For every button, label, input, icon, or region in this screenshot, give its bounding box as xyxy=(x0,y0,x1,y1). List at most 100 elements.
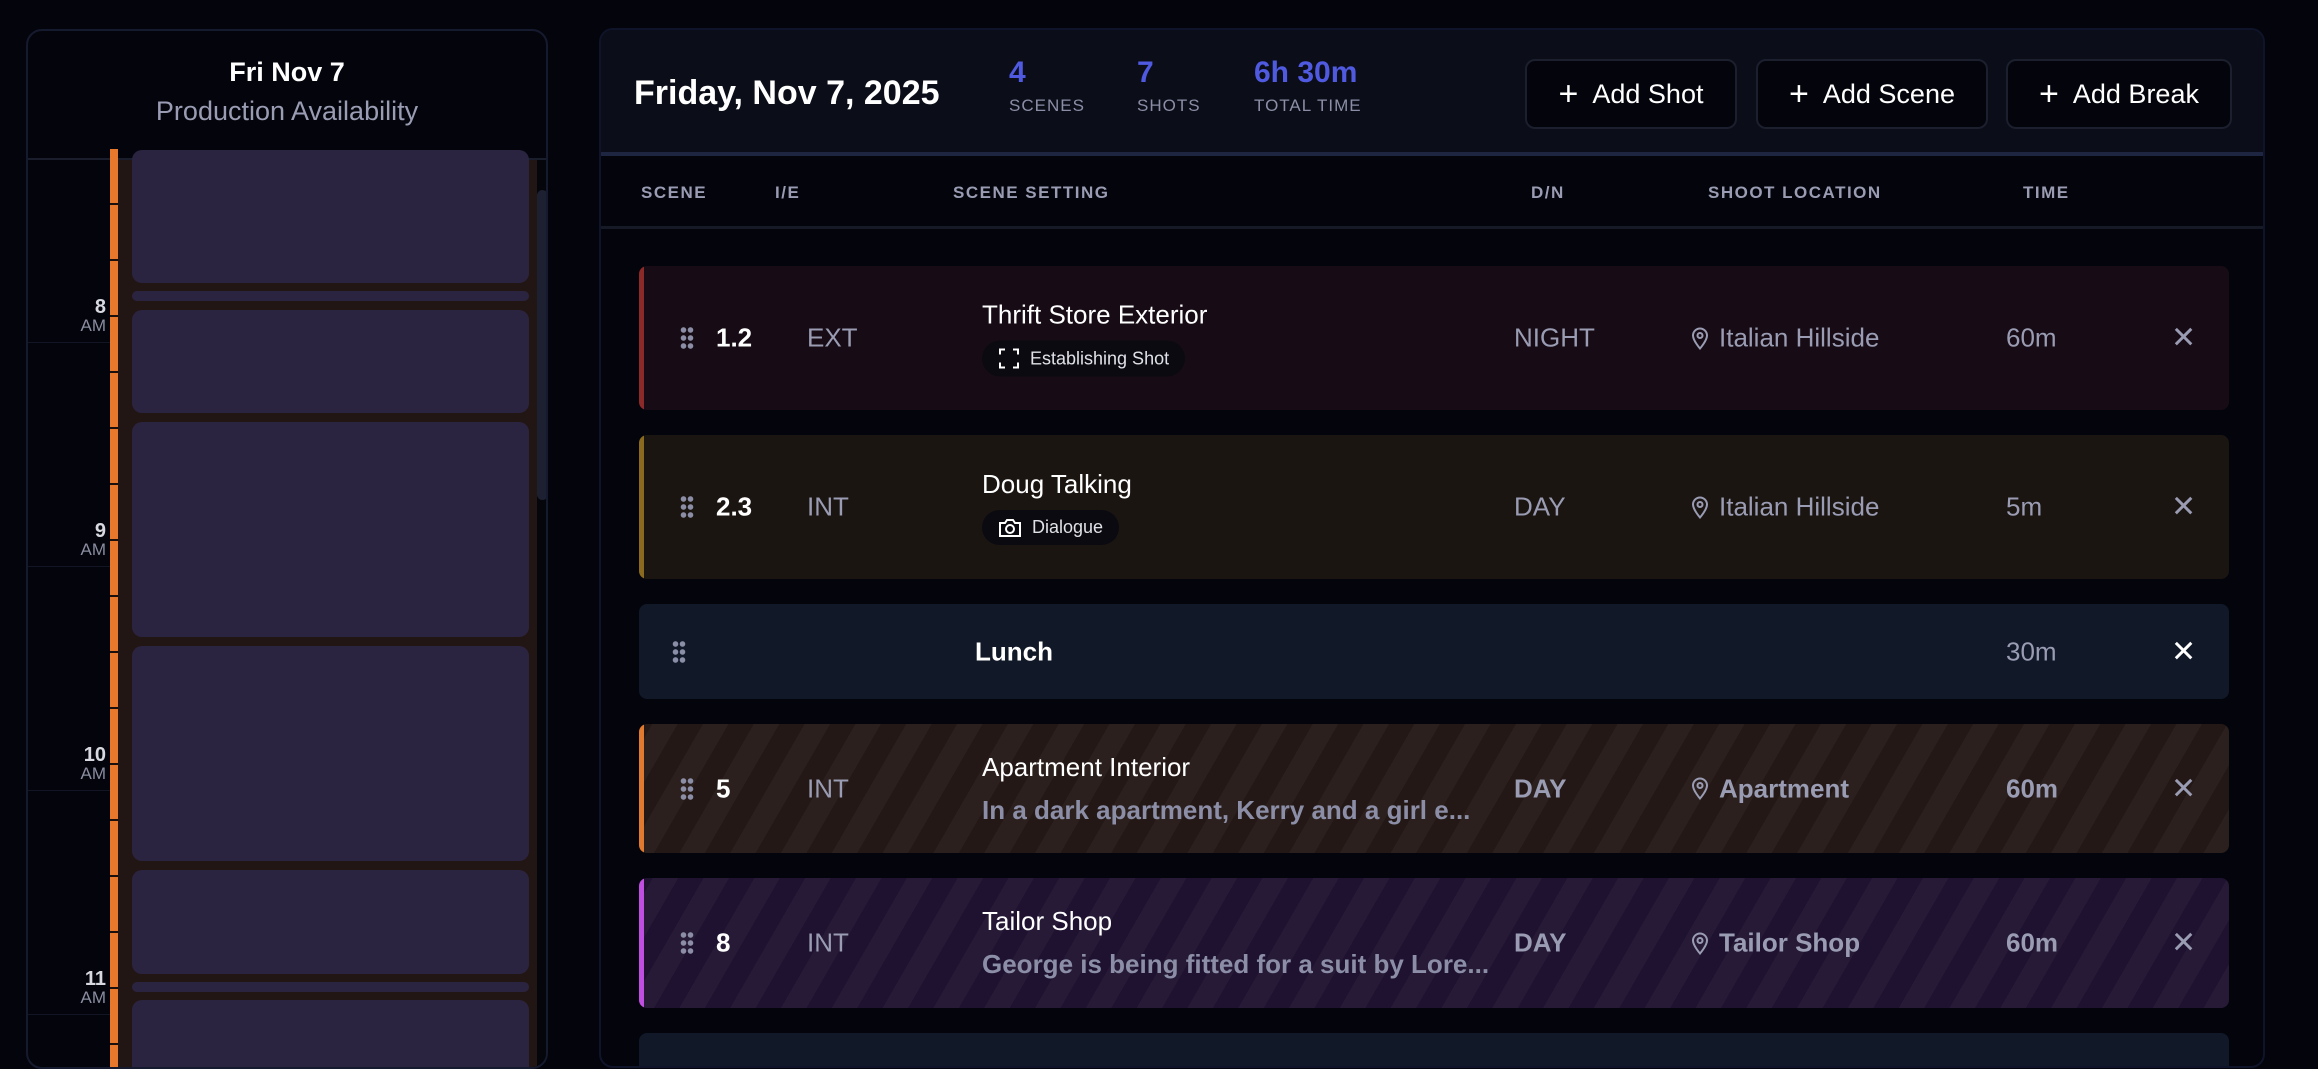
col-time: TIME xyxy=(2023,183,2070,202)
scene-title: Tailor Shop xyxy=(982,906,1113,936)
col-dn: D/N xyxy=(1531,183,1565,202)
remove-icon[interactable]: ✕ xyxy=(2171,926,2197,960)
hour-label: 8 AM xyxy=(28,297,108,334)
remove-icon[interactable]: ✕ xyxy=(2171,490,2197,524)
scene-setting: Apartment Interior In a dark apartment, K… xyxy=(982,752,1470,826)
schedule-block[interactable] xyxy=(132,646,529,861)
scene-color-bar xyxy=(639,724,644,853)
day-night: DAY xyxy=(1514,491,1566,522)
hour: 10 xyxy=(83,744,106,766)
location-pin-icon xyxy=(1691,777,1709,801)
hour-divider xyxy=(28,566,110,567)
scene-row[interactable]: 8 INT Tailor Shop George is being fitted … xyxy=(639,878,2229,1008)
stat-value: 4 xyxy=(1009,56,1026,89)
hour-divider xyxy=(28,790,110,791)
hour: 9 xyxy=(94,520,106,542)
hour-label: 10 AM xyxy=(28,745,108,782)
scene-row[interactable]: 5 INT Apartment Interior In a dark apartm… xyxy=(639,724,2229,853)
shoot-location: Apartment xyxy=(1691,773,1849,804)
day-night: DAY xyxy=(1514,927,1567,958)
scene-setting: Tailor Shop George is being fitted for a … xyxy=(982,906,1489,980)
scene-number: 1.2 xyxy=(716,322,753,353)
hour-label: 11 AM xyxy=(28,969,108,1006)
ampm: AM xyxy=(80,988,107,1007)
hour-label: 9 AM xyxy=(28,521,108,558)
ampm: AM xyxy=(80,316,107,335)
scrollbar-track[interactable] xyxy=(537,160,546,1067)
schedule-block[interactable] xyxy=(132,150,529,283)
time: 5m xyxy=(2006,491,2043,522)
scene-color-bar xyxy=(639,435,644,579)
time: 60m xyxy=(2006,927,2059,958)
schedule-block[interactable] xyxy=(132,291,529,301)
location-label: Tailor Shop xyxy=(1719,927,1861,958)
schedule-block[interactable] xyxy=(132,310,529,413)
day-night: NIGHT xyxy=(1514,322,1595,353)
availability-timeline[interactable]: 8 AM 9 AM 10 AM 11 AM xyxy=(28,149,546,1067)
drag-handle-icon[interactable] xyxy=(680,495,694,519)
hour-divider xyxy=(28,1014,110,1015)
interior-exterior: INT xyxy=(807,773,849,803)
remove-icon[interactable]: ✕ xyxy=(2171,772,2197,805)
break-row[interactable]: Lunch 30m ✕ xyxy=(639,604,2229,699)
remove-icon[interactable]: ✕ xyxy=(2171,635,2197,668)
badge-label: Establishing Shot xyxy=(1030,348,1170,368)
add-scene-button[interactable]: + Add Scene xyxy=(1756,59,1988,129)
table-header: SCENE I/E SCENE SETTING D/N SHOOT LOCATI… xyxy=(601,156,2263,229)
button-label: Add Break xyxy=(2072,78,2199,109)
time: 30m xyxy=(2006,636,2057,666)
scene-row[interactable] xyxy=(639,1033,2229,1066)
location-label: Italian Hillside xyxy=(1719,491,1880,522)
availability-subtitle: Production Availability xyxy=(155,96,419,126)
badge-label: Dialogue xyxy=(1032,517,1104,537)
availability-header: Fri Nov 7 Production Availability xyxy=(28,31,546,160)
drag-handle-icon[interactable] xyxy=(680,776,694,801)
schedule-block[interactable] xyxy=(132,982,529,992)
location-label: Italian Hillside xyxy=(1719,322,1880,353)
col-shoot-location: SHOOT LOCATION xyxy=(1708,183,1882,202)
stat-scenes: 4 SCENES xyxy=(1009,56,1085,116)
location-label: Apartment xyxy=(1719,773,1850,803)
col-ie: I/E xyxy=(775,183,801,202)
stat-total-time: 6h 30m TOTAL TIME xyxy=(1254,56,1362,116)
scene-number: 2.3 xyxy=(716,491,753,522)
stat-label: SCENES xyxy=(1009,96,1085,115)
scene-setting: Doug Talking Dialogue xyxy=(982,469,1132,545)
add-shot-button[interactable]: + Add Shot xyxy=(1525,59,1737,129)
stat-value: 6h 30m xyxy=(1254,56,1358,89)
add-break-button[interactable]: + Add Break xyxy=(2006,59,2232,129)
schedule-block[interactable] xyxy=(132,422,529,637)
hour: 8 xyxy=(94,296,106,318)
break-title: Lunch xyxy=(975,636,1053,666)
shot-type-badge: Dialogue xyxy=(982,510,1120,545)
scene-color-bar xyxy=(639,266,644,410)
drag-handle-icon[interactable] xyxy=(672,639,686,664)
scene-title: Doug Talking xyxy=(982,469,1132,499)
remove-icon[interactable]: ✕ xyxy=(2171,321,2197,355)
schedule-panel: Friday, Nov 7, 2025 4 SCENES 7 SHOTS 6h 30… xyxy=(599,28,2265,1068)
scene-description: In a dark apartment, Kerry and a girl e.… xyxy=(982,794,1471,825)
shoot-location: Tailor Shop xyxy=(1691,928,1860,959)
drag-handle-icon[interactable] xyxy=(680,326,694,350)
hour: 11 xyxy=(84,968,106,990)
shot-type-badge: Establishing Shot xyxy=(982,340,1186,377)
col-scene-setting: SCENE SETTING xyxy=(953,183,1110,202)
schedule-block[interactable] xyxy=(132,870,529,974)
scrollbar-thumb[interactable] xyxy=(537,190,546,500)
stat-label: TOTAL TIME xyxy=(1254,96,1362,115)
scene-number: 8 xyxy=(716,927,731,958)
stat-label: SHOTS xyxy=(1137,96,1201,115)
interior-exterior: EXT xyxy=(807,322,858,353)
availability-bar xyxy=(110,149,118,1067)
shoot-location: Italian Hillside xyxy=(1691,323,1879,354)
time: 60m xyxy=(2006,773,2059,803)
drag-handle-icon[interactable] xyxy=(680,931,694,955)
scene-row[interactable]: 2.3 INT Doug Talking Dialogue DAY Italian… xyxy=(639,435,2229,579)
scene-row[interactable]: 1.2 EXT Thrift Store Exterior Establishin… xyxy=(639,266,2229,410)
scene-title: Thrift Store Exterior xyxy=(982,299,1208,330)
interior-exterior: INT xyxy=(807,491,849,522)
schedule-block[interactable] xyxy=(132,1000,529,1067)
shoot-location: Italian Hillside xyxy=(1691,492,1879,523)
plus-icon: + xyxy=(1558,75,1579,113)
